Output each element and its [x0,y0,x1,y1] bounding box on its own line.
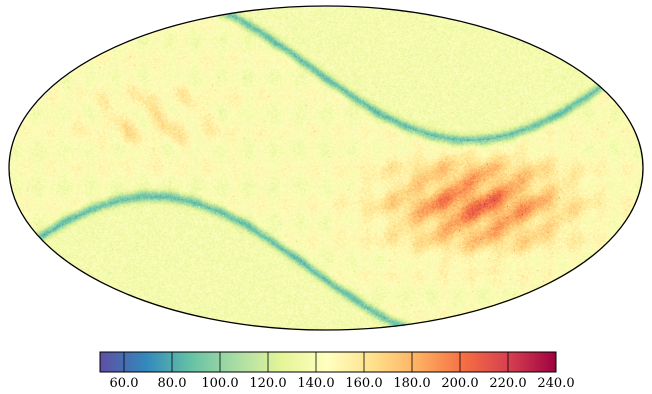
colorbar-tick-label: 160.0 [345,376,382,391]
colorbar-tick-label: 240.0 [537,376,574,391]
colorbar-tick-label: 120.0 [249,376,286,391]
colorbar-ticks: 60.0 80.0 100.0 120.0 140.0 160.0 180.0 200.0 22… [110,352,575,391]
sky-map [0,0,652,340]
mollweide-boundary [8,5,644,331]
colorbar-tick-label: 200.0 [441,376,478,391]
colorbar-tick-label: 140.0 [297,376,334,391]
sky-map-heatmap [0,0,652,340]
colorbar-tick-label: 220.0 [489,376,526,391]
colorbar-tick-label: 60.0 [110,376,139,391]
colorbar-tick-label: 100.0 [201,376,238,391]
colorbar-tick-label: 180.0 [393,376,430,391]
colorbar-tick-label: 80.0 [158,376,187,391]
sky-map-outline [8,5,644,331]
colorbar-gradient [99,351,557,373]
